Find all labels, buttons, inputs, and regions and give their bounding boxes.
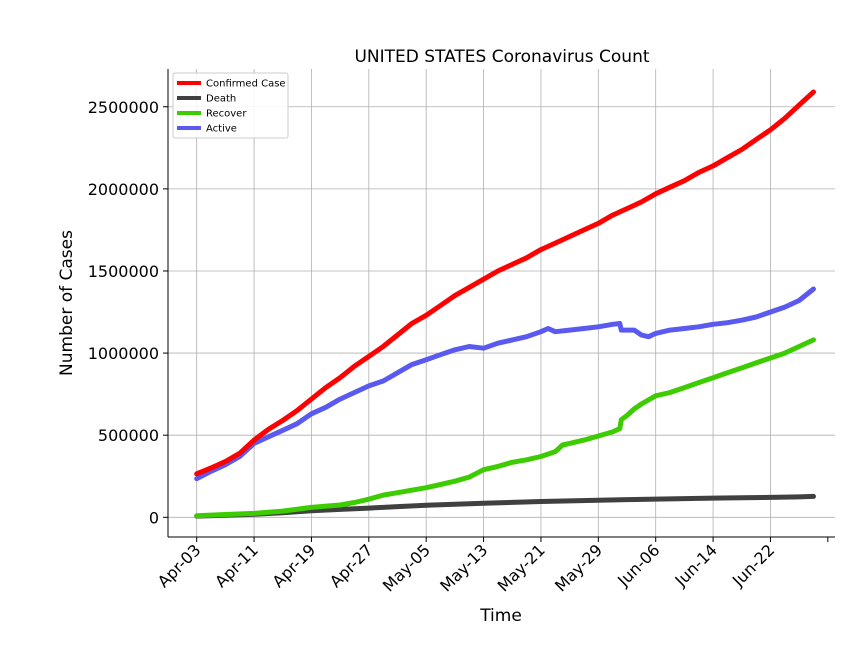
- y-tick-label: 0: [149, 508, 159, 527]
- y-axis-title: Number of Cases: [57, 230, 77, 376]
- x-tick-label: Apr-03: [154, 540, 205, 591]
- x-tick-label: Jun-06: [613, 540, 663, 590]
- x-axis-title: Time: [479, 606, 522, 626]
- series-line-recover: [194, 337, 816, 519]
- legend-label: Active: [206, 124, 237, 135]
- x-tick-label: May-21: [494, 540, 549, 595]
- legend-label: Recover: [206, 109, 247, 120]
- x-tick-label: Apr-11: [211, 540, 262, 591]
- x-tick-label: Apr-27: [326, 540, 377, 591]
- x-tick-label: Jun-22: [728, 540, 778, 590]
- series-lines: [194, 89, 816, 519]
- y-tick-label: 1500000: [88, 262, 159, 281]
- chart-title: UNITED STATES Coronavirus Count: [354, 47, 649, 67]
- legend-label: Confirmed Case: [206, 79, 286, 90]
- series-line-confirmed-case: [194, 89, 816, 477]
- series-line-death: [194, 493, 816, 519]
- x-tick-label: May-13: [436, 540, 491, 595]
- x-tick-label: Jun-14: [671, 540, 721, 590]
- grid-lines: [168, 69, 835, 537]
- legend-box: [172, 72, 289, 139]
- y-tick-label: 2000000: [88, 180, 159, 199]
- legend-label: Death: [206, 94, 236, 105]
- x-tick-label: Apr-19: [269, 540, 320, 591]
- y-tick-label: 500000: [98, 426, 159, 445]
- y-tick-label: 1000000: [88, 344, 159, 363]
- y-tick-label: 2500000: [88, 98, 159, 117]
- x-tick-label: May-29: [551, 540, 606, 595]
- x-tick-label: May-05: [379, 540, 434, 595]
- series-line-active: [194, 286, 816, 482]
- legend: Confirmed Case Death Recover Active: [172, 72, 289, 139]
